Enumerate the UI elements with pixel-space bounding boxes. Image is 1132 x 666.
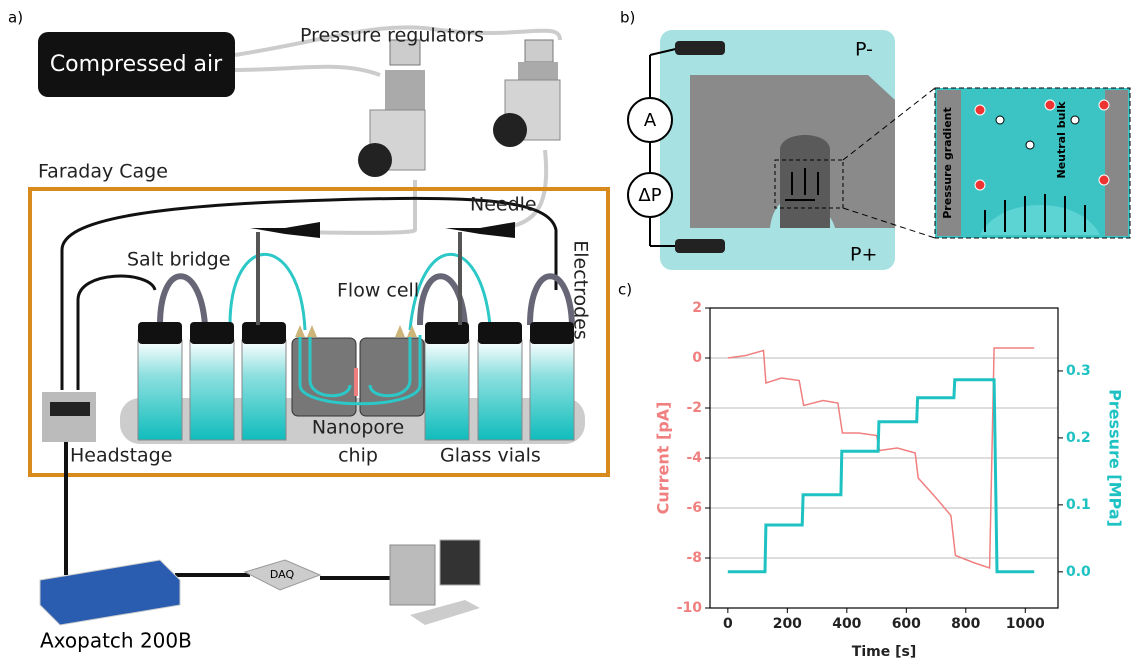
x-tick-label: 0 bbox=[723, 616, 733, 632]
y-tick-label: 2 bbox=[692, 300, 702, 316]
y-tick-label: -10 bbox=[677, 600, 703, 616]
regulator-label: Pressure regulators bbox=[300, 25, 484, 47]
headstage-label: Headstage bbox=[70, 445, 172, 467]
flow-cell bbox=[292, 325, 424, 416]
wall bbox=[1105, 90, 1128, 236]
needle-label: Needle bbox=[470, 194, 537, 216]
y2-tick-label: 0.3 bbox=[1066, 363, 1091, 379]
y2-axis-label: Pressure [MPa] bbox=[1106, 389, 1125, 527]
chip-label: Nanopore bbox=[312, 417, 404, 439]
panel-b: b) A ΔP P- P+ Pressure gradient Neutral … bbox=[620, 9, 1130, 271]
y2-tick-label: 0.1 bbox=[1066, 497, 1091, 513]
y-axis-label: Current [pA] bbox=[654, 402, 673, 515]
panel-a: Compressed air Pressure regulators a) Fa… bbox=[8, 9, 608, 653]
headstage bbox=[42, 392, 96, 442]
computer bbox=[390, 545, 435, 605]
x-tick-label: 600 bbox=[892, 616, 921, 632]
y-tick-label: -8 bbox=[686, 550, 702, 566]
bulk-label: Neutral bulk bbox=[1055, 101, 1068, 179]
panel-label: c) bbox=[618, 281, 632, 299]
y-tick-label: -4 bbox=[686, 450, 702, 466]
amplifier-label: Axopatch 200B bbox=[40, 629, 192, 653]
electrode bbox=[675, 239, 725, 253]
air-label: Compressed air bbox=[50, 52, 223, 77]
panel-label: b) bbox=[620, 9, 635, 27]
monitor bbox=[440, 540, 480, 585]
tube bbox=[235, 67, 380, 75]
y-tick-label: 0 bbox=[692, 350, 702, 366]
x-tick-label: 800 bbox=[951, 616, 980, 632]
p-plus: P+ bbox=[850, 244, 877, 266]
delta-p-label: ΔP bbox=[638, 185, 661, 206]
electrodes-label: Electrodes bbox=[570, 240, 592, 340]
p-minus: P- bbox=[855, 39, 873, 61]
x-axis-label: Time [s] bbox=[852, 644, 916, 660]
x-tick-label: 400 bbox=[832, 616, 861, 632]
y-tick-label: -6 bbox=[686, 500, 702, 516]
electrode bbox=[675, 41, 725, 55]
ammeter-label: A bbox=[644, 110, 657, 131]
headstage bbox=[50, 402, 90, 416]
salt-bridge-label: Salt bridge bbox=[127, 249, 230, 271]
y2-tick-label: 0.0 bbox=[1066, 564, 1091, 580]
vials-label: Glass vials bbox=[440, 445, 541, 467]
x-tick-label: 1000 bbox=[1006, 616, 1045, 632]
figure: Compressed air Pressure regulators a) Fa… bbox=[0, 0, 1132, 666]
panel-label: a) bbox=[8, 9, 23, 27]
y2-tick-label: 0.2 bbox=[1066, 430, 1091, 446]
gradient-label: Pressure gradient bbox=[941, 107, 954, 219]
cage-label: Faraday Cage bbox=[38, 161, 168, 183]
regulator bbox=[493, 40, 560, 147]
flow-cell-label: Flow cell bbox=[337, 280, 419, 302]
regulator bbox=[358, 40, 425, 177]
y-tick-label: -2 bbox=[686, 400, 702, 416]
series-line bbox=[728, 380, 1034, 572]
daq-label: DAQ bbox=[270, 568, 295, 581]
chip-label: chip bbox=[338, 445, 378, 467]
x-tick-label: 200 bbox=[773, 616, 802, 632]
amplifier bbox=[40, 560, 180, 625]
